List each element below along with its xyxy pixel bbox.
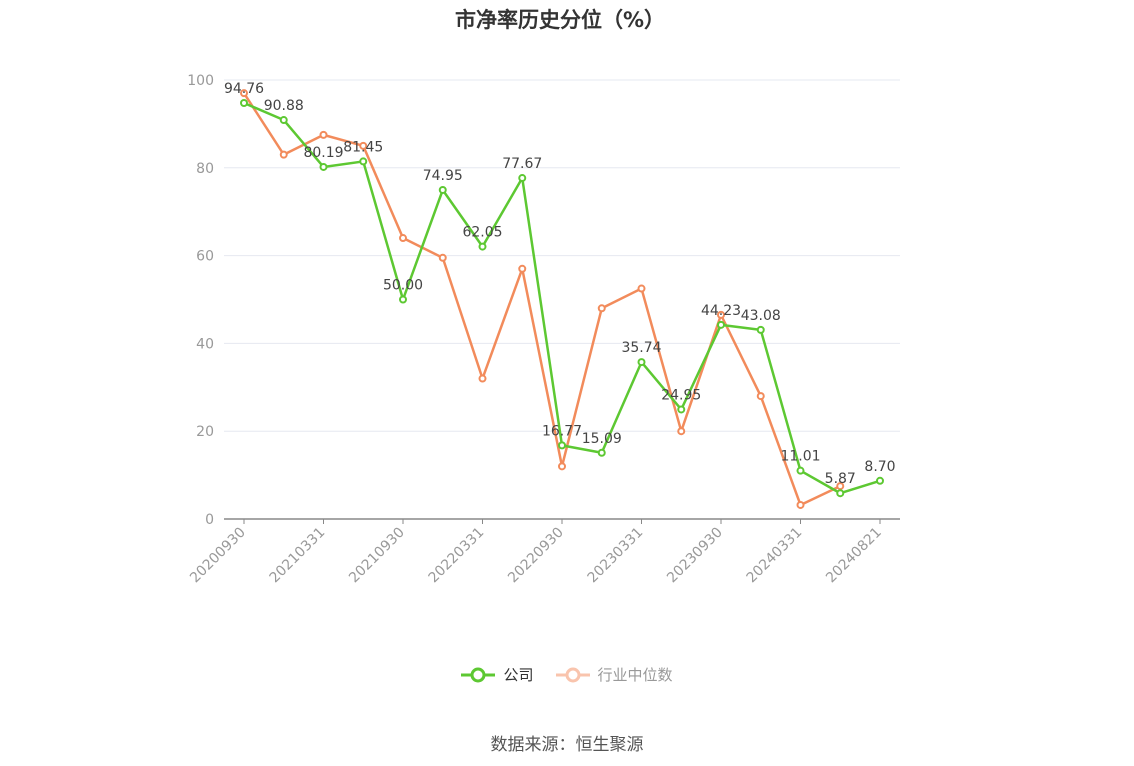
company-point (240, 99, 248, 108)
company-point (597, 448, 606, 457)
industry-point (637, 284, 646, 293)
industry-point (796, 500, 805, 509)
industry-point (478, 374, 487, 383)
company-point (876, 476, 884, 485)
data-label: 11.01 (780, 449, 820, 465)
industry-point (558, 462, 566, 471)
data-label: 35.74 (621, 340, 661, 356)
x-tick-label: 20210331 (267, 525, 329, 587)
company-point (836, 489, 845, 498)
industry-point (836, 482, 845, 491)
company-point (637, 358, 646, 367)
company-point (438, 185, 447, 194)
company-point (279, 116, 288, 125)
x-tick-label: 20240331 (744, 525, 806, 587)
industry-point (438, 253, 447, 262)
data-label: 15.09 (582, 431, 622, 447)
company-point (399, 295, 407, 304)
x-tick-label: 20200930 (187, 525, 249, 587)
data-label: 94.76 (224, 81, 264, 97)
industry-point (399, 234, 407, 243)
y-tick-label: 80 (196, 161, 214, 177)
company-point (518, 174, 527, 183)
industry-point (240, 89, 248, 98)
data-label: 62.05 (462, 225, 502, 241)
company-point (319, 162, 328, 171)
company-point (717, 320, 725, 329)
x-tick-label: 20230930 (664, 525, 726, 587)
data-label: 81.45 (343, 139, 383, 155)
data-label: 16.77 (542, 423, 582, 439)
industry-point (717, 310, 725, 319)
data-label: 90.88 (264, 98, 304, 114)
chart-title: 市净率历史分位（%） (454, 8, 666, 32)
legend: 公司 行业中位数 (0, 664, 1134, 685)
data-label: 44.23 (701, 303, 741, 319)
grid (224, 79, 900, 432)
legend-line-circle-icon (555, 667, 590, 682)
industry-point (279, 150, 288, 159)
company-point (478, 242, 487, 251)
company-point (359, 157, 368, 166)
company-point (796, 466, 805, 475)
series (240, 89, 884, 509)
company-point (677, 405, 686, 414)
y-tick-label: 100 (187, 73, 214, 89)
legend-label-company: 公司 (503, 666, 534, 684)
x-tick-label: 20230331 (585, 525, 647, 587)
x-tick-label: 20220331 (426, 525, 488, 587)
data-label: 5.87 (825, 471, 856, 487)
x-tick-label: 20210930 (346, 525, 408, 587)
y-tick-label: 60 (196, 249, 214, 265)
legend-item-company[interactable]: 公司 (461, 664, 534, 685)
legend-line-circle-icon (461, 667, 496, 682)
industry-line (242, 92, 841, 507)
industry-point (518, 264, 527, 273)
x-tick-label: 20240821 (823, 525, 885, 587)
y-tick-label: 20 (196, 424, 214, 440)
data-label: 8.70 (864, 459, 895, 475)
industry-point (677, 427, 686, 436)
industry-point (756, 392, 765, 401)
data-label: 74.95 (423, 168, 463, 184)
industry-point (359, 141, 368, 150)
legend-label-industry: 行业中位数 (597, 666, 673, 684)
company-point (558, 441, 566, 450)
data-source: 数据来源：恒生聚源 (490, 735, 644, 755)
industry-point (319, 130, 328, 139)
data-label: 24.95 (661, 387, 701, 403)
data-label: 43.08 (741, 308, 781, 324)
data-label: 50.00 (383, 278, 423, 294)
data-label: 80.19 (303, 145, 343, 161)
x-tick-label: 20220930 (505, 525, 567, 587)
y-tick-label: 40 (196, 336, 214, 352)
company-point (756, 325, 765, 334)
data-label: 77.67 (502, 156, 542, 172)
legend-item-industry[interactable]: 行业中位数 (555, 664, 673, 685)
industry-point (597, 304, 606, 313)
line-chart: 0 20 40 60 80 100 20200930 20210331 20210930 2022… (187, 73, 900, 587)
y-tick-label: 0 (205, 512, 214, 528)
